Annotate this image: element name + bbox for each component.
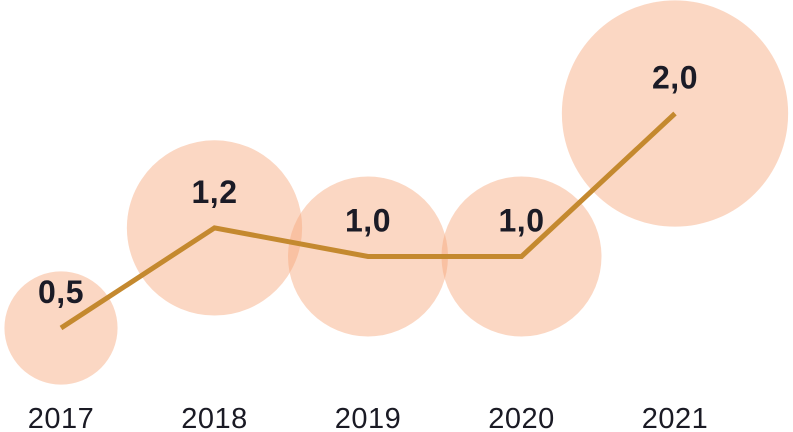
year-label-2020: 2020 bbox=[488, 403, 555, 432]
value-label-2017: 0,5 bbox=[38, 274, 84, 310]
year-label-2018: 2018 bbox=[181, 403, 248, 432]
value-labels-layer: 0,5 1,2 1,0 1,0 2,0 bbox=[38, 60, 698, 311]
value-label-2019: 1,0 bbox=[345, 203, 391, 239]
value-label-2021: 2,0 bbox=[652, 60, 698, 96]
value-label-2020: 1,0 bbox=[499, 203, 545, 239]
year-label-2017: 2017 bbox=[28, 403, 95, 432]
year-label-2019: 2019 bbox=[335, 403, 402, 432]
year-label-2021: 2021 bbox=[642, 403, 709, 432]
bubbles-layer bbox=[4, 0, 789, 385]
trend-line bbox=[59, 111, 677, 331]
value-label-2018: 1,2 bbox=[192, 174, 238, 210]
trend-line-layer bbox=[59, 111, 677, 331]
year-axis-labels-layer: 2017 2018 2019 2020 2021 bbox=[28, 403, 709, 432]
